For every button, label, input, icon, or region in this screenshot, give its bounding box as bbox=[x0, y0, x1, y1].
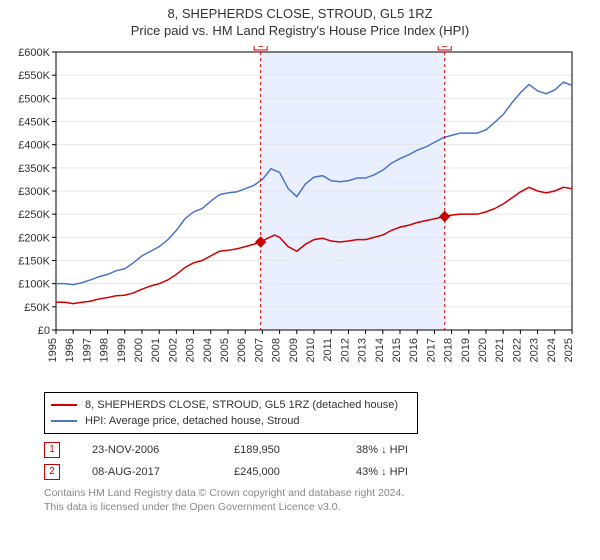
svg-text:1996: 1996 bbox=[64, 338, 76, 362]
svg-text:2: 2 bbox=[442, 46, 448, 50]
legend-swatch bbox=[51, 420, 77, 422]
svg-text:2009: 2009 bbox=[288, 338, 300, 362]
chart-legend: 8, SHEPHERDS CLOSE, STROUD, GL5 1RZ (det… bbox=[44, 392, 418, 434]
svg-text:£0: £0 bbox=[38, 325, 50, 337]
sale-price: £245,000 bbox=[234, 466, 324, 478]
svg-text:2000: 2000 bbox=[133, 338, 145, 362]
svg-text:2024: 2024 bbox=[546, 338, 558, 362]
sale-row: 2 08-AUG-2017 £245,000 43% ↓ HPI bbox=[44, 464, 574, 480]
footer-licence: Contains HM Land Registry data © Crown c… bbox=[44, 486, 574, 514]
page-subtitle: Price paid vs. HM Land Registry's House … bbox=[0, 23, 600, 38]
sale-row: 1 23-NOV-2006 £189,950 38% ↓ HPI bbox=[44, 442, 574, 458]
svg-text:2020: 2020 bbox=[477, 338, 489, 362]
svg-text:£300K: £300K bbox=[18, 186, 50, 198]
svg-text:£350K: £350K bbox=[18, 163, 50, 175]
svg-text:2007: 2007 bbox=[253, 338, 265, 362]
svg-text:2016: 2016 bbox=[408, 338, 420, 362]
svg-text:2006: 2006 bbox=[236, 338, 248, 362]
svg-text:2018: 2018 bbox=[443, 338, 455, 362]
svg-text:2025: 2025 bbox=[563, 338, 575, 362]
svg-text:£600K: £600K bbox=[18, 47, 50, 59]
svg-text:2011: 2011 bbox=[322, 338, 334, 362]
legend-item-price-paid: 8, SHEPHERDS CLOSE, STROUD, GL5 1RZ (det… bbox=[51, 397, 411, 413]
svg-text:£500K: £500K bbox=[18, 93, 50, 105]
legend-label: HPI: Average price, detached house, Stro… bbox=[85, 413, 299, 429]
svg-text:1997: 1997 bbox=[81, 338, 93, 362]
svg-text:2012: 2012 bbox=[339, 338, 351, 362]
svg-text:2002: 2002 bbox=[167, 338, 179, 362]
price-chart: £0 £50K £100K £150K £200K £250K £300K £350K £400… bbox=[14, 46, 586, 386]
svg-text:2021: 2021 bbox=[494, 338, 506, 362]
sale-date: 23-NOV-2006 bbox=[92, 444, 202, 456]
svg-text:2019: 2019 bbox=[460, 338, 472, 362]
svg-text:1999: 1999 bbox=[116, 338, 128, 362]
svg-text:2001: 2001 bbox=[150, 338, 162, 362]
svg-text:£550K: £550K bbox=[18, 70, 50, 82]
svg-text:£400K: £400K bbox=[18, 140, 50, 152]
svg-text:2015: 2015 bbox=[391, 338, 403, 362]
svg-text:2023: 2023 bbox=[529, 338, 541, 362]
svg-text:£450K: £450K bbox=[18, 117, 50, 129]
svg-text:£150K: £150K bbox=[18, 256, 50, 268]
svg-text:2008: 2008 bbox=[271, 338, 283, 362]
sale-date: 08-AUG-2017 bbox=[92, 466, 202, 478]
svg-text:2013: 2013 bbox=[357, 338, 369, 362]
svg-text:2003: 2003 bbox=[185, 338, 197, 362]
svg-text:£50K: £50K bbox=[24, 302, 50, 314]
sale-price: £189,950 bbox=[234, 444, 324, 456]
svg-text:£100K: £100K bbox=[18, 279, 50, 291]
svg-text:£250K: £250K bbox=[18, 209, 50, 221]
svg-text:2014: 2014 bbox=[374, 338, 386, 362]
footer-line: Contains HM Land Registry data © Crown c… bbox=[44, 486, 574, 500]
legend-swatch bbox=[51, 404, 77, 406]
svg-text:2005: 2005 bbox=[219, 338, 231, 362]
svg-text:£200K: £200K bbox=[18, 232, 50, 244]
page-title: 8, SHEPHERDS CLOSE, STROUD, GL5 1RZ bbox=[0, 6, 600, 21]
svg-text:2010: 2010 bbox=[305, 338, 317, 362]
svg-text:1995: 1995 bbox=[47, 338, 59, 362]
svg-text:1998: 1998 bbox=[99, 338, 111, 362]
svg-text:1: 1 bbox=[258, 46, 264, 50]
sale-diff: 43% ↓ HPI bbox=[356, 466, 408, 478]
svg-text:2004: 2004 bbox=[202, 338, 214, 362]
sale-diff: 38% ↓ HPI bbox=[356, 444, 408, 456]
svg-text:2017: 2017 bbox=[425, 338, 437, 362]
sale-marker-icon: 1 bbox=[44, 442, 60, 458]
footer-line: This data is licensed under the Open Gov… bbox=[44, 500, 574, 514]
sale-marker-icon: 2 bbox=[44, 464, 60, 480]
legend-item-hpi: HPI: Average price, detached house, Stro… bbox=[51, 413, 411, 429]
sale-events-table: 1 23-NOV-2006 £189,950 38% ↓ HPI 2 08-AU… bbox=[44, 442, 574, 480]
svg-text:2022: 2022 bbox=[511, 338, 523, 362]
legend-label: 8, SHEPHERDS CLOSE, STROUD, GL5 1RZ (det… bbox=[85, 397, 398, 413]
